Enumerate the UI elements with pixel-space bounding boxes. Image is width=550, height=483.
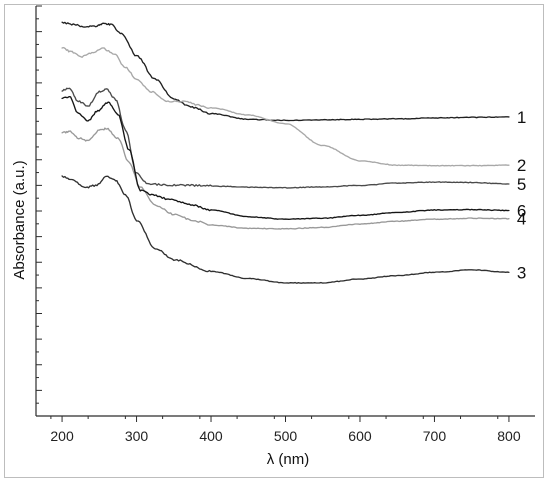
x-tick-label-600: 600 [348,428,372,444]
series-line-2 [61,46,510,167]
x-axis-title: λ (nm) [267,451,310,468]
axis-layer: 200 300 400 500 600 700 800 [35,5,535,444]
chart-frame [4,4,544,478]
series-label-1: 1 [517,108,526,127]
series-line-4 [61,127,510,230]
series-line-3 [61,175,510,284]
series-line-1 [61,21,510,122]
series-label-4: 4 [517,210,526,229]
y-axis-title: Absorbance (a.u.) [11,160,28,279]
x-tick-label-500: 500 [274,428,298,444]
x-tick-label-700: 700 [423,428,447,444]
label-layer: 1 2 3 4 5 6 [517,108,526,282]
series-label-5: 5 [517,175,526,194]
x-tick-label-200: 200 [50,428,74,444]
x-tick-label-800: 800 [497,428,521,444]
series-label-3: 3 [517,263,526,282]
x-tick-label-400: 400 [199,428,223,444]
x-tick-label-300: 300 [125,428,149,444]
series-label-2: 2 [517,156,526,175]
series-label-6: 6 [517,202,526,221]
series-line-6 [61,95,510,220]
series-line-5 [61,87,510,189]
series-layer [61,21,510,284]
